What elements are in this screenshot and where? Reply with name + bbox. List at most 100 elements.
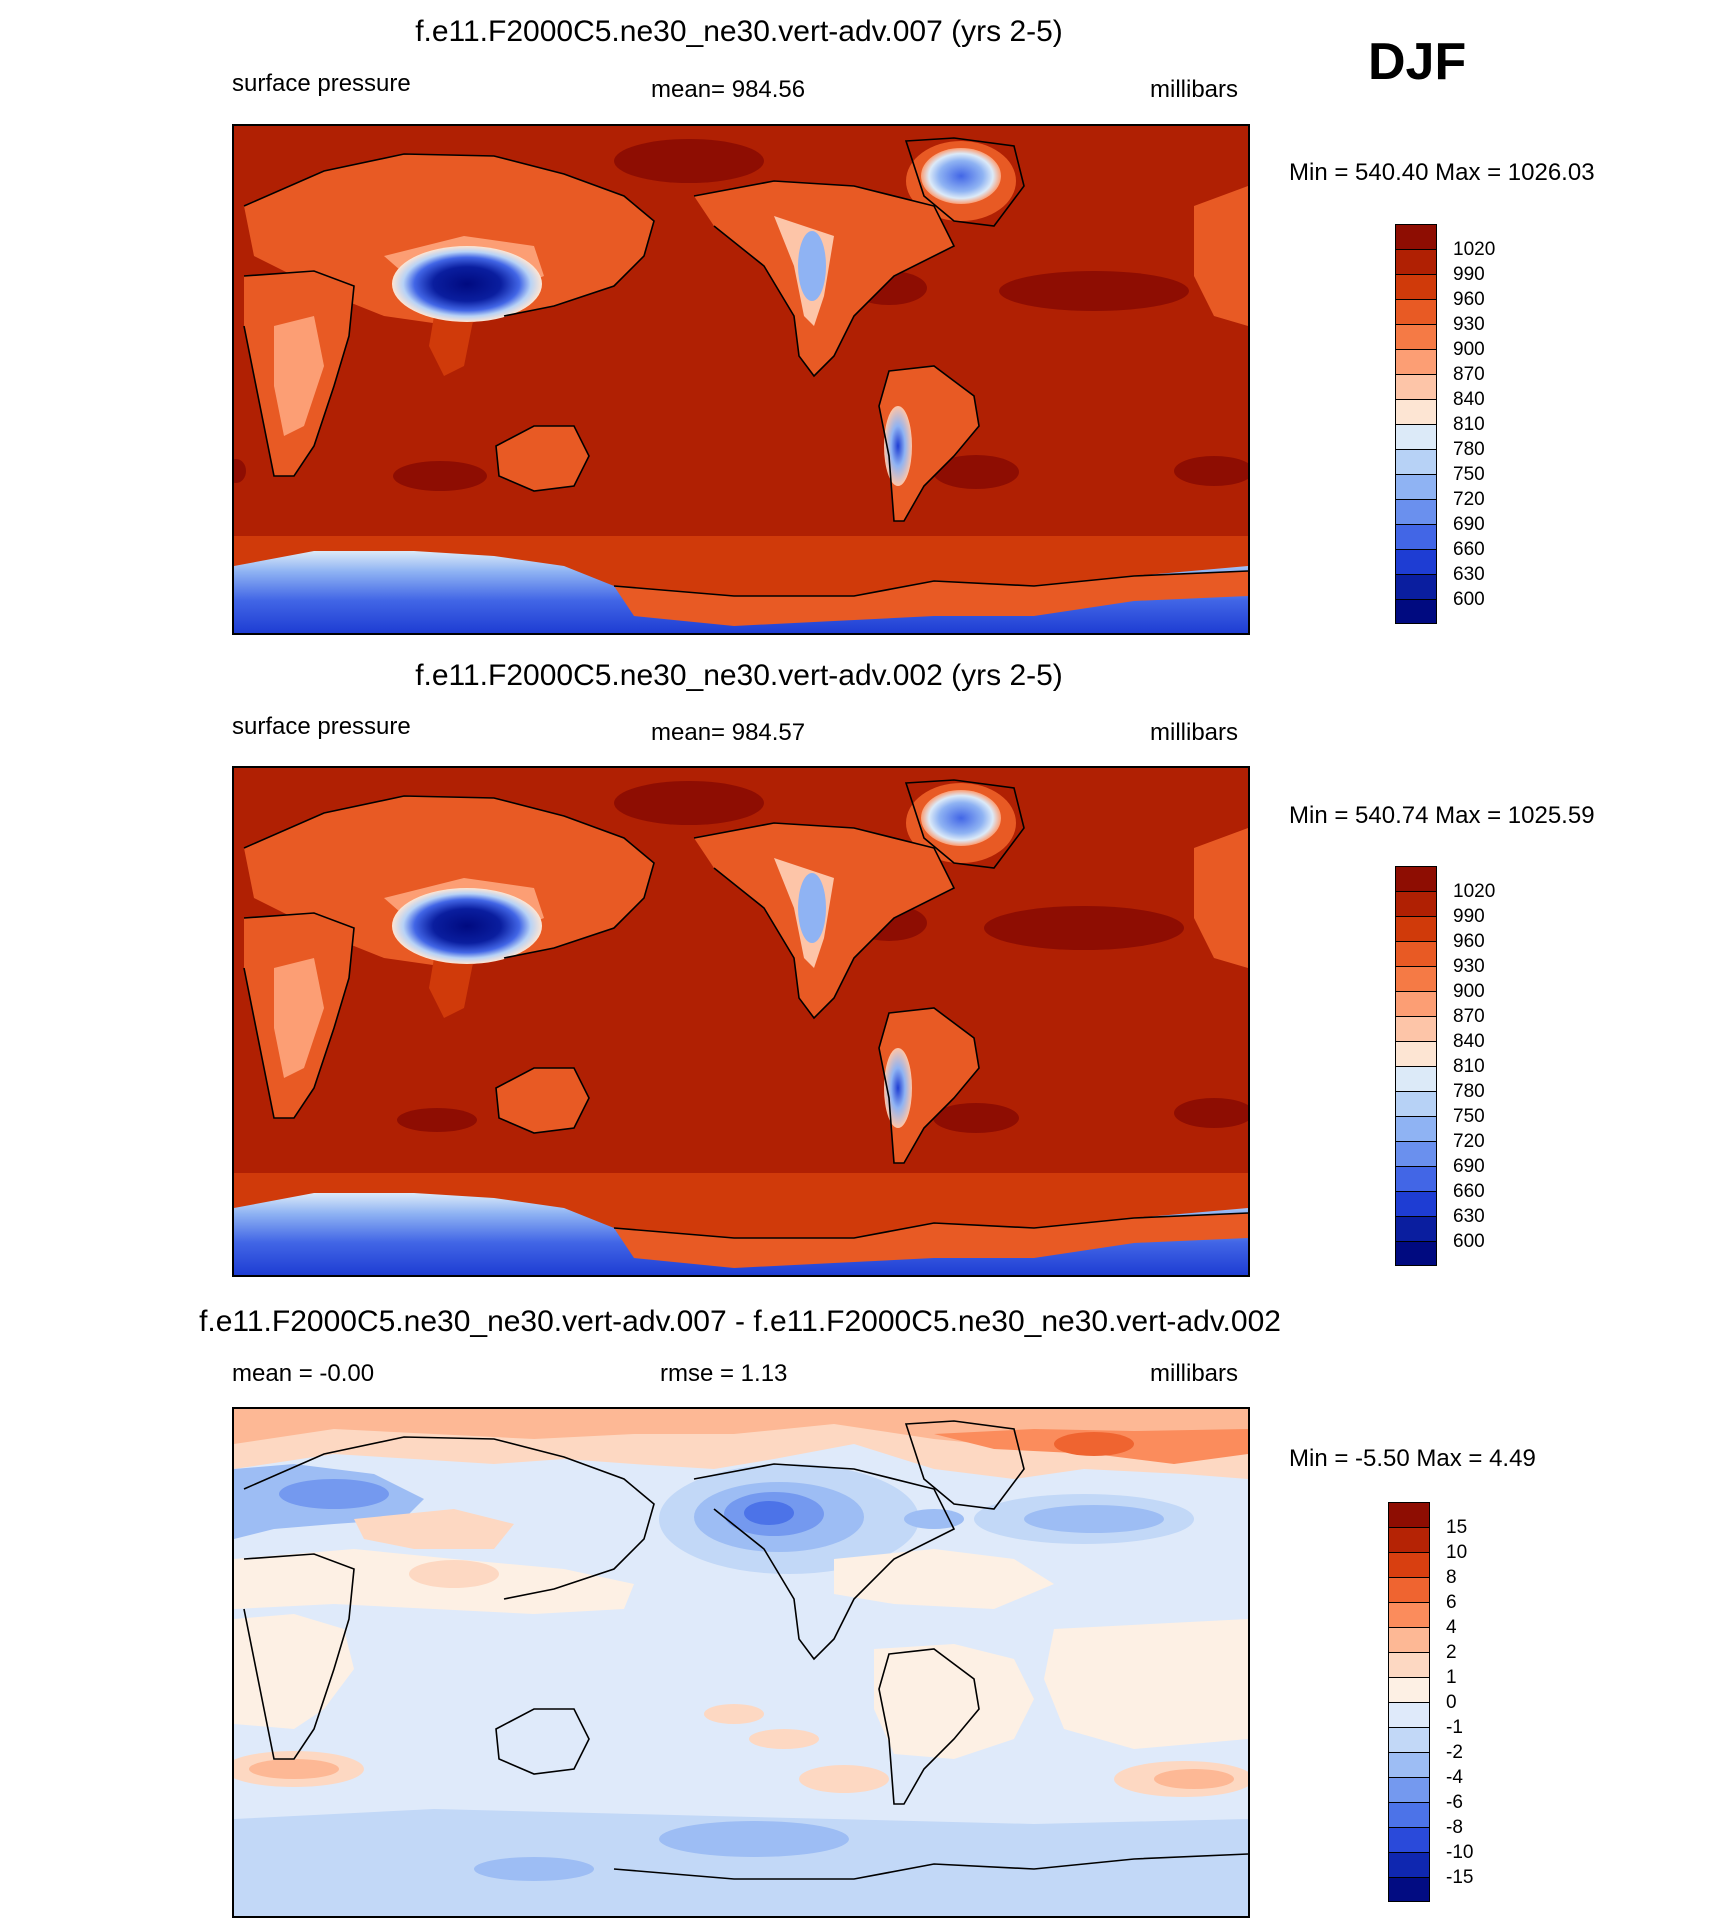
colorbar-swatch [1395,1016,1437,1041]
colorbar-swatch [1388,1827,1430,1852]
panel-1-units-label: millibars [1150,76,1239,103]
colorbar-swatch [1395,1066,1437,1091]
colorbar-swatch [1395,966,1437,991]
colorbar-tick-label: 10 [1446,1542,1468,1563]
colorbar-swatch [1395,1041,1437,1066]
colorbar-tick-label: 870 [1453,1006,1485,1027]
colorbar-tick-label: 600 [1453,589,1485,610]
colorbar-tick-label: 660 [1453,539,1485,560]
colorbar-tick-label: 600 [1453,1231,1485,1252]
colorbar-swatch [1395,599,1437,624]
colorbar-tick-label: 780 [1453,1081,1485,1102]
colorbar-tick-label: 720 [1453,489,1485,510]
colorbar-swatch [1395,1116,1437,1141]
colorbar-swatch [1395,249,1437,274]
colorbar-swatch [1395,991,1437,1016]
colorbar-swatch [1395,499,1437,524]
panel-1-map [232,124,1250,635]
colorbar-swatch [1395,299,1437,324]
colorbar-swatch [1388,1752,1430,1777]
colorbar-tick-label: 660 [1453,1181,1485,1202]
panel-1-minmax: Min = 540.40 Max = 1026.03 [1289,159,1595,186]
panel-3-units-label: millibars [1150,1360,1239,1387]
panel-3-mean-label: mean = -0.00 [232,1360,375,1387]
colorbar-tick-label: 4 [1446,1617,1457,1638]
panel-1-title: f.e11.F2000C5.ne30_ne30.vert-adv.007 (yr… [415,15,1063,48]
colorbar-swatch [1388,1552,1430,1577]
colorbar-tick-label: 2 [1446,1642,1457,1663]
colorbar-tick-label: 900 [1453,339,1485,360]
colorbar-swatch [1388,1852,1430,1877]
colorbar-swatch [1395,1191,1437,1216]
colorbar-tick-label: -1 [1446,1717,1463,1738]
colorbar-swatch [1395,1091,1437,1116]
colorbar-swatch [1395,224,1437,249]
colorbar-tick-label: 690 [1453,514,1485,535]
colorbar-tick-label: 630 [1453,564,1485,585]
colorbar-swatch [1395,916,1437,941]
colorbar-swatch [1395,324,1437,349]
colorbar-tick-label: 1020 [1453,881,1496,902]
colorbar-swatch [1395,1241,1437,1266]
colorbar-tick-label: 750 [1453,1106,1485,1127]
colorbar-tick-label: 960 [1453,931,1485,952]
colorbar-tick-label: 810 [1453,414,1485,435]
colorbar-swatch [1395,274,1437,299]
colorbar-swatch [1395,424,1437,449]
panel-2-title: f.e11.F2000C5.ne30_ne30.vert-adv.002 (yr… [415,659,1063,692]
colorbar-swatch [1388,1802,1430,1827]
panel-3-colorbar: 15 10 8 6 4 2 1 0 -1 -2 -4 -6 -8 -10 -15 [1388,1502,1498,1902]
colorbar-tick-label: -2 [1446,1742,1463,1763]
colorbar-tick-label: -8 [1446,1817,1463,1838]
colorbar-swatch [1388,1627,1430,1652]
panel-3-map [232,1407,1250,1918]
colorbar-swatch [1388,1702,1430,1727]
colorbar-swatch [1388,1777,1430,1802]
colorbar-swatch [1395,1166,1437,1191]
colorbar-tick-label: 930 [1453,956,1485,977]
colorbar-swatch [1395,866,1437,891]
panel-3-rmse-label: rmse = 1.13 [660,1360,788,1387]
colorbar-tick-label: -6 [1446,1792,1463,1813]
colorbar-swatch [1388,1602,1430,1627]
colorbar-swatch [1395,524,1437,549]
colorbar-tick-label: 0 [1446,1692,1457,1713]
panel-2-colorbar: 1020 990 960 930 900 870 840 810 780 750 720 690 660… [1395,866,1505,1266]
colorbar-tick-label: 750 [1453,464,1485,485]
colorbar-tick-label: 8 [1446,1567,1457,1588]
panel-1-colorbar: 1020 990 960 930 900 870 840 810 780 750 720 690 660… [1395,224,1505,624]
season-label: DJF [1368,33,1467,91]
colorbar-tick-label: 990 [1453,906,1485,927]
colorbar-tick-label: 870 [1453,364,1485,385]
colorbar-swatch [1388,1727,1430,1752]
colorbar-swatch [1395,374,1437,399]
panel-2-map [232,766,1250,1277]
panel-2-mean-label: mean= 984.57 [651,719,806,746]
colorbar-tick-label: 1020 [1453,239,1496,260]
colorbar-tick-label: 1 [1446,1667,1457,1688]
colorbar-tick-label: 840 [1453,389,1485,410]
colorbar-swatch [1388,1652,1430,1677]
colorbar-swatch [1395,449,1437,474]
colorbar-swatch [1388,1877,1430,1902]
colorbar-tick-label: -4 [1446,1767,1463,1788]
colorbar-tick-label: 6 [1446,1592,1457,1613]
colorbar-tick-label: 900 [1453,981,1485,1002]
panel-2-units-label: millibars [1150,719,1239,746]
colorbar-tick-label: -10 [1446,1842,1474,1863]
colorbar-swatch [1395,349,1437,374]
panel-2-minmax: Min = 540.74 Max = 1025.59 [1289,802,1595,829]
panel-2-variable-label: surface pressure [232,713,411,740]
colorbar-swatch [1395,549,1437,574]
panel-3-minmax: Min = -5.50 Max = 4.49 [1289,1445,1536,1472]
colorbar-swatch [1395,1141,1437,1166]
colorbar-swatch [1395,891,1437,916]
colorbar-swatch [1395,941,1437,966]
colorbar-tick-label: 840 [1453,1031,1485,1052]
colorbar-tick-label: 810 [1453,1056,1485,1077]
colorbar-swatch [1388,1502,1430,1527]
colorbar-tick-label: 960 [1453,289,1485,310]
colorbar-swatch [1388,1527,1430,1552]
colorbar-swatch [1395,574,1437,599]
colorbar-swatch [1395,474,1437,499]
